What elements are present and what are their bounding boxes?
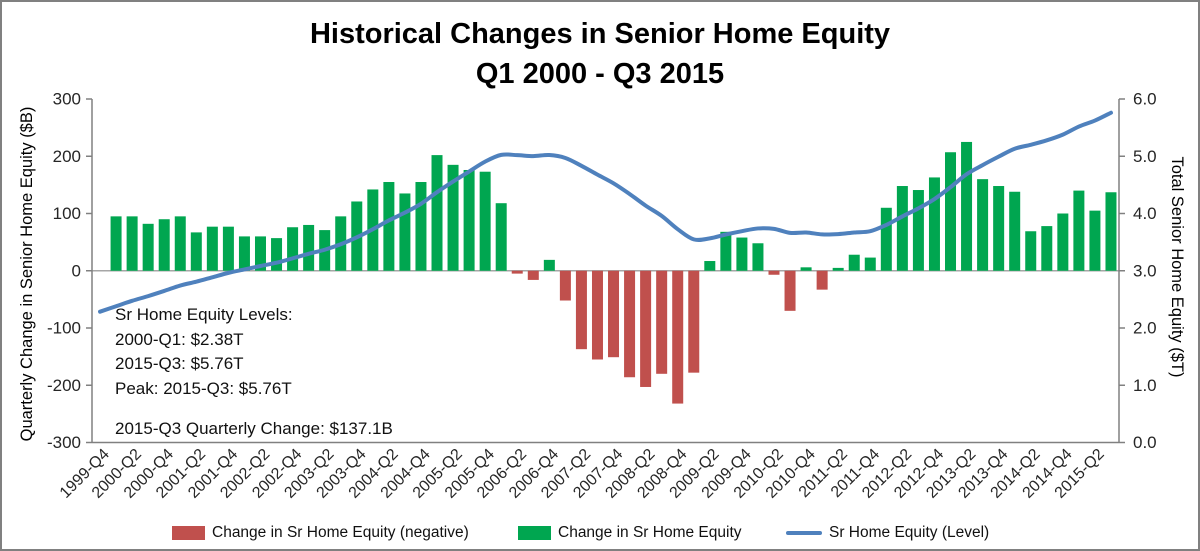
annotation-line-quarterly-change: 2015-Q3 Quarterly Change: $137.1B	[115, 419, 393, 438]
bar-2006-Q3	[527, 270, 539, 280]
bar-2007-Q1	[559, 270, 571, 301]
bar-2008-Q3	[656, 270, 668, 374]
bar-2001-Q3	[206, 226, 218, 271]
left-axis-tick-label: 0	[72, 261, 81, 280]
left-axis-tick-label: -100	[47, 319, 81, 338]
bar-2010-Q1	[752, 243, 764, 271]
right-axis-tick-label: 2.0	[1133, 319, 1157, 338]
bar-2005-Q4	[479, 171, 491, 271]
right-axis-tick-label: 6.0	[1133, 90, 1157, 109]
annotation-line-peak: Peak: 2015-Q3: $5.76T	[115, 378, 292, 398]
bar-2008-Q4	[672, 270, 684, 404]
bar-2011-Q3	[848, 254, 860, 271]
bar-2012-Q1	[880, 207, 892, 271]
right-axis-tick-label: 1.0	[1133, 376, 1157, 395]
legend-label-level: Sr Home Equity (Level)	[829, 524, 990, 541]
left-axis-tick-label: 300	[53, 90, 81, 109]
left-axis-tick-label: -300	[47, 433, 81, 452]
bar-2000-Q3	[142, 223, 154, 271]
left-axis-tick-label: 200	[53, 147, 81, 166]
bar-2014-Q1	[1009, 191, 1021, 271]
bar-2002-Q1	[238, 236, 250, 271]
bar-2015-Q3	[1105, 192, 1117, 271]
bar-2012-Q3	[912, 190, 924, 271]
bar-2013-Q4	[993, 186, 1005, 271]
bar-2000-Q4	[158, 219, 170, 271]
bar-2015-Q2	[1089, 210, 1101, 271]
bar-2008-Q1	[624, 270, 636, 378]
bar-2014-Q3	[1041, 226, 1053, 271]
bar-2014-Q2	[1025, 231, 1037, 271]
legend-swatch-level-line	[786, 530, 822, 536]
left-axis-title: Quarterly Change in Senior Home Equity (…	[18, 107, 36, 442]
right-axis-tick-label: 4.0	[1133, 204, 1157, 223]
bar-2004-Q2	[383, 182, 395, 271]
bar-2002-Q3	[271, 238, 283, 271]
bar-2010-Q2	[768, 270, 780, 275]
bar-2009-Q2	[704, 261, 716, 271]
bar-2003-Q1	[303, 224, 315, 271]
bar-2012-Q4	[928, 177, 940, 271]
annotation-line-2000q1: 2000-Q1: $2.38T	[115, 329, 244, 349]
bar-2008-Q2	[640, 270, 652, 387]
legend-swatch-positive	[518, 526, 551, 540]
bar-2010-Q3	[784, 270, 796, 311]
legend-item-negative: Change in Sr Home Equity (negative)	[172, 523, 469, 543]
annotation-line-heading: Sr Home Equity Levels:	[115, 305, 293, 324]
legend-item-level: Sr Home Equity (Level)	[786, 523, 989, 543]
bar-2005-Q2	[447, 164, 459, 271]
bar-2006-Q2	[511, 270, 523, 274]
bar-2013-Q2	[961, 141, 973, 271]
bar-2005-Q3	[463, 169, 475, 271]
bar-2001-Q4	[222, 226, 234, 271]
bar-2006-Q4	[543, 259, 555, 271]
bar-2013-Q3	[977, 179, 989, 271]
right-axis-tick-label: 5.0	[1133, 147, 1157, 166]
bar-2015-Q1	[1073, 190, 1085, 271]
chart-title: Historical Changes in Senior Home Equity…	[2, 14, 1198, 94]
bar-2011-Q1	[816, 270, 828, 290]
level-line	[98, 110, 1113, 314]
right-axis-tick-label: 0.0	[1133, 433, 1157, 452]
bar-2013-Q1	[945, 152, 957, 271]
bar-2007-Q3	[591, 270, 603, 360]
bar-2006-Q1	[495, 203, 507, 271]
bar-2010-Q4	[800, 267, 812, 271]
bar-2002-Q2	[254, 236, 266, 271]
bar-2011-Q2	[832, 267, 844, 271]
legend-label-positive: Change in Sr Home Equity	[558, 524, 742, 541]
bar-2009-Q1	[688, 270, 700, 373]
bar-2011-Q4	[864, 257, 876, 271]
left-axis-tick-label: 100	[53, 204, 81, 223]
bar-2007-Q2	[575, 270, 587, 350]
annotation-box: Sr Home Equity Levels: 2000-Q1: $2.38T 2…	[115, 303, 393, 442]
bar-2009-Q4	[736, 237, 748, 271]
left-axis-tick-label: -200	[47, 376, 81, 395]
annotation-line-2015q3: 2015-Q3: $5.76T	[115, 354, 244, 373]
bar-2004-Q3	[399, 193, 411, 271]
right-axis-tick-label: 3.0	[1133, 261, 1157, 280]
bar-2007-Q4	[608, 270, 620, 358]
legend: Change in Sr Home Equity (negative) Chan…	[2, 523, 1198, 545]
bar-2004-Q4	[415, 182, 427, 271]
bar-2001-Q1	[174, 216, 186, 271]
bar-2000-Q2	[126, 216, 138, 271]
bar-2002-Q4	[287, 227, 299, 271]
chart-title-line2: Q1 2000 - Q3 2015	[475, 58, 725, 90]
bar-2009-Q3	[720, 231, 732, 271]
legend-swatch-negative	[172, 526, 205, 540]
right-axis-title: Total Senior Home Equity ($T)	[1168, 156, 1186, 377]
bar-2014-Q4	[1057, 213, 1069, 271]
bar-2005-Q1	[431, 155, 443, 271]
bar-2001-Q2	[190, 232, 202, 271]
bar-2000-Q1	[110, 216, 122, 271]
legend-item-positive: Change in Sr Home Equity	[518, 523, 742, 543]
legend-label-negative: Change in Sr Home Equity (negative)	[212, 524, 469, 541]
chart-title-line1: Historical Changes in Senior Home Equity	[309, 18, 891, 50]
bar-2012-Q2	[896, 186, 908, 271]
